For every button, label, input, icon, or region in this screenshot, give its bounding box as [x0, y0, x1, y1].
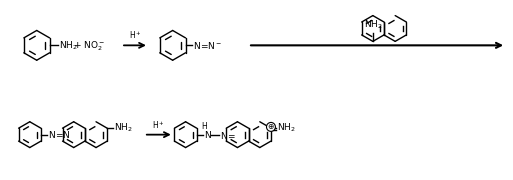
- Text: N$\!=$: N$\!=$: [220, 130, 235, 141]
- Text: H$^+$: H$^+$: [152, 119, 165, 131]
- Text: NH$_2$: NH$_2$: [114, 122, 133, 134]
- Text: N$\!=\!$N: N$\!=\!$N: [48, 129, 71, 140]
- Circle shape: [266, 122, 275, 131]
- Text: N$\!=\!$N$^-$: N$\!=\!$N$^-$: [193, 40, 223, 51]
- Text: H$^+$: H$^+$: [129, 30, 142, 41]
- Text: N: N: [204, 131, 210, 140]
- Text: NH$_2$: NH$_2$: [364, 19, 382, 31]
- Text: + NO$_2^-$: + NO$_2^-$: [73, 40, 106, 53]
- Text: NH$_2$: NH$_2$: [58, 39, 77, 52]
- Text: $\oplus$: $\oplus$: [267, 122, 275, 131]
- Text: NH$_2$: NH$_2$: [277, 122, 295, 134]
- Text: H: H: [201, 122, 207, 131]
